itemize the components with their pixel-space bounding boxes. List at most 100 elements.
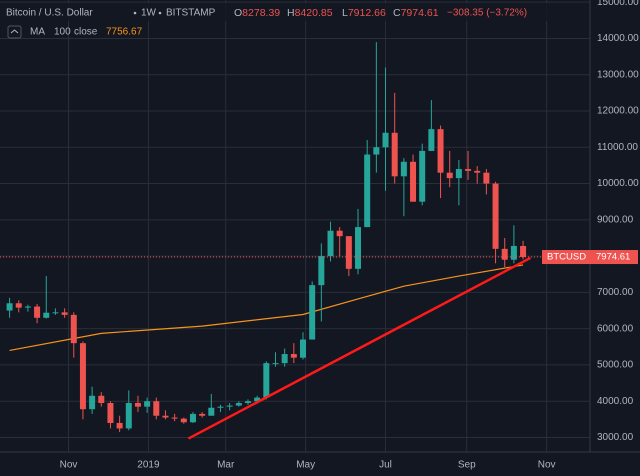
candle-body [116, 422, 123, 429]
interval: 1W [141, 8, 157, 19]
x-tick-label: Sep [458, 460, 476, 471]
ohlc-value: 8420.85 [295, 7, 333, 19]
ohlc-key: H [287, 7, 295, 19]
ohlc-legend: O8278.39 H8420.85 L7912.66 C7974.61 [234, 7, 439, 19]
separator [133, 11, 137, 15]
y-tick-label: 6000.00 [597, 323, 634, 334]
candle-body [345, 236, 352, 269]
candle-body [6, 303, 13, 311]
candle-body [455, 169, 462, 179]
change: −308.35 (−3.72%) [447, 8, 527, 19]
candle-body [153, 401, 160, 416]
y-tick-label: 13000.00 [597, 69, 639, 80]
x-tick-label: May [296, 460, 315, 471]
candle-body [327, 230, 334, 257]
separator [158, 11, 162, 15]
candle-body [492, 183, 499, 249]
candle-body [189, 413, 196, 423]
candle-body [98, 395, 105, 404]
candle-body [244, 401, 251, 404]
candle-body [318, 256, 325, 286]
header-bg [0, 3, 560, 21]
x-tick-label: Nov [60, 460, 78, 471]
candle-body [483, 172, 490, 184]
x-tick-label: 2019 [137, 460, 160, 471]
candle-body [79, 343, 86, 410]
candle-body [428, 129, 435, 151]
candle-body [43, 312, 50, 318]
candle-body [272, 363, 279, 365]
y-tick-label: 14000.00 [597, 33, 639, 44]
ohlc-value: 7912.66 [348, 7, 386, 19]
ohlc-value: 8278.39 [242, 7, 280, 19]
y-tick-label: 4000.00 [597, 396, 634, 407]
candle-body [355, 227, 362, 269]
trendline [187, 256, 531, 440]
candle-body [510, 245, 517, 260]
candle-body [24, 306, 31, 308]
collapse-icon [10, 29, 19, 34]
plot [0, 0, 590, 452]
collapse-button[interactable] [7, 25, 22, 39]
ma-name: MA [30, 27, 45, 38]
candle-body [437, 129, 444, 173]
price-tag [542, 250, 638, 265]
ohlc-item: H8420.85 [287, 7, 333, 19]
y-tick-label: 15000.00 [597, 0, 639, 8]
candle-body [171, 417, 178, 419]
candle-body [235, 403, 242, 406]
y-tick-label: 3000.00 [597, 432, 634, 443]
ohlc-key: L [342, 7, 348, 19]
ma-value: 7756.67 [106, 27, 143, 38]
candle-body [34, 306, 41, 318]
candle-body [501, 248, 508, 260]
ohlc-item: C7974.61 [393, 7, 439, 19]
candle-body [144, 401, 151, 407]
candle-body [474, 170, 481, 173]
candle-body [446, 172, 453, 179]
y-tick-label: 9000.00 [597, 214, 634, 225]
candle-body [217, 406, 224, 408]
candle-body [382, 132, 389, 148]
candle-body [309, 285, 316, 340]
candle-body [254, 397, 261, 402]
candle-body [208, 407, 215, 416]
candle-body [199, 413, 206, 416]
ohlc-key: C [393, 7, 401, 19]
candle-body [61, 312, 68, 315]
price-tag-value: 7974.61 [596, 252, 630, 263]
candle-body [520, 246, 527, 258]
candle-body [15, 303, 22, 308]
price-tag-symbol: BTCUSD [547, 252, 586, 263]
candle-body [162, 415, 169, 418]
y-tick-label: 10000.00 [597, 178, 639, 189]
ohlc-item: L7912.66 [342, 7, 386, 19]
x-tick-label: Mar [217, 460, 235, 471]
candle-body [400, 161, 407, 177]
exchange: BITSTAMP [166, 8, 216, 19]
candle-body [52, 312, 59, 314]
y-tick-label: 11000.00 [597, 142, 638, 153]
candle-body [263, 363, 270, 398]
candle-body [180, 418, 187, 423]
candle-body [410, 161, 417, 202]
candle-body [364, 154, 371, 228]
ohlc-item: O8278.39 [234, 7, 280, 19]
candle-body [134, 403, 141, 407]
candle-body [419, 150, 426, 202]
candle-body [465, 169, 472, 171]
candle-body [290, 354, 297, 358]
ma-source: close [74, 27, 98, 38]
candle-body [89, 395, 96, 410]
candle-body [107, 403, 114, 423]
symbol-title: Bitcoin / U.S. Dollar [6, 8, 93, 19]
ma-length: 100 [54, 27, 71, 38]
ohlc-value: 7974.61 [401, 7, 439, 19]
y-tick-label: 7000.00 [597, 287, 634, 298]
candle-body [70, 314, 77, 344]
candle-body [336, 230, 343, 237]
candle-body [125, 403, 132, 429]
y-tick-label: 5000.00 [597, 360, 634, 371]
candle-body [373, 147, 380, 155]
